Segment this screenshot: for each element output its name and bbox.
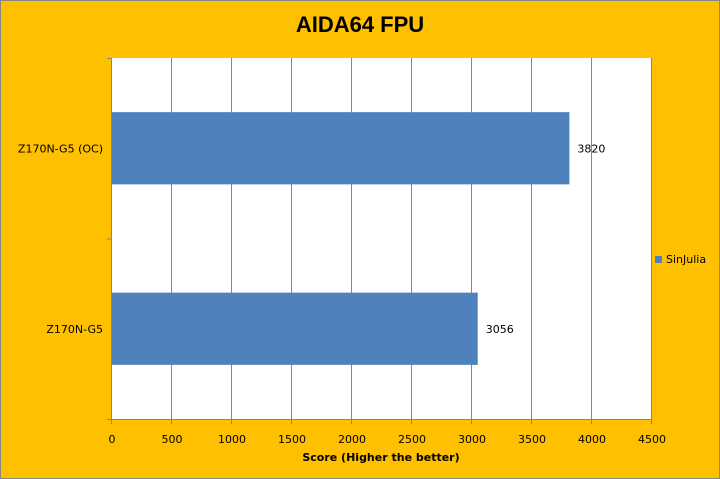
x-tick-label: 1500 — [278, 433, 306, 446]
x-tick-label: 3500 — [518, 433, 546, 446]
x-tick-label: 0 — [109, 433, 116, 446]
chart-title: AIDA64 FPU — [295, 12, 425, 37]
legend-swatch — [655, 256, 662, 263]
bar — [112, 112, 570, 185]
x-tick-label: 3000 — [458, 433, 486, 446]
x-tick-label: 500 — [162, 433, 183, 446]
x-tick-label: 2000 — [338, 433, 366, 446]
x-tick-label: 4500 — [638, 433, 666, 446]
data-label: 3820 — [577, 142, 605, 155]
y-tick-label: Z170N-G5 (OC) — [18, 142, 103, 155]
legend-label: SinJulia — [666, 253, 706, 266]
data-label: 3056 — [486, 323, 514, 336]
x-tick-label: 1000 — [218, 433, 246, 446]
bar — [112, 292, 478, 365]
x-tick-label: 4000 — [578, 433, 606, 446]
x-tick-label: 2500 — [398, 433, 426, 446]
x-axis-title: Score (Higher the better) — [302, 451, 459, 464]
y-tick-label: Z170N-G5 — [46, 323, 103, 336]
